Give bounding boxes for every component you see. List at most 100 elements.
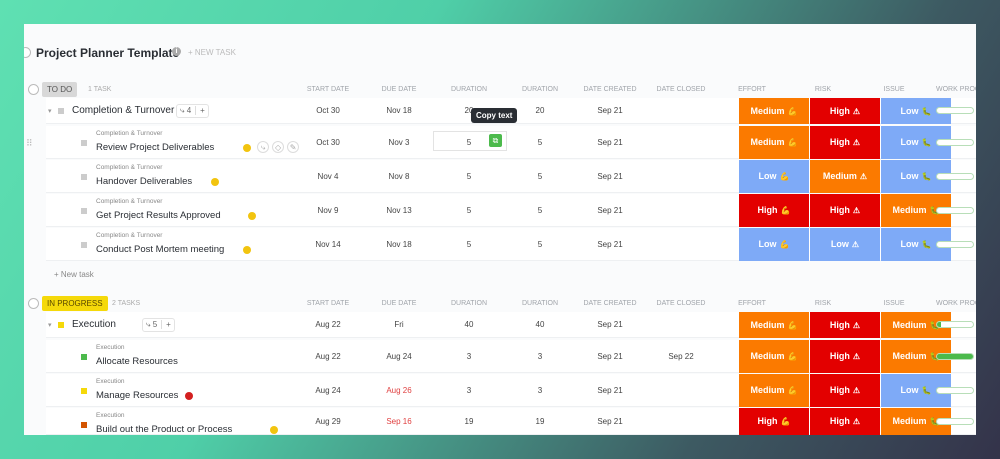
risk-tag[interactable]: High ⚠: [810, 194, 880, 227]
issue-icon: 🐛: [929, 206, 940, 215]
dependency-icon[interactable]: ⤷: [257, 141, 270, 153]
column-header[interactable]: DURATION: [521, 300, 559, 307]
drag-handle-icon[interactable]: ⠿: [26, 138, 33, 148]
task-name[interactable]: Execution: [72, 319, 116, 330]
task-name[interactable]: Completion & Turnover: [72, 105, 175, 116]
status-badge[interactable]: IN PROGRESS: [42, 296, 108, 311]
status-badge[interactable]: TO DO: [42, 82, 78, 97]
column-header[interactable]: ISSUE: [883, 300, 905, 307]
status-square[interactable]: [81, 140, 87, 146]
issue-tag[interactable]: Medium 🐛: [881, 340, 951, 373]
add-subtask-icon[interactable]: +: [195, 106, 205, 115]
task-name[interactable]: Manage Resources: [96, 390, 179, 401]
risk-tag[interactable]: High ⚠: [810, 126, 880, 159]
task-name[interactable]: Build out the Product or Process: [96, 424, 233, 435]
add-subtask-icon[interactable]: +: [161, 320, 171, 329]
duration-input[interactable]: [433, 131, 507, 151]
status-square[interactable]: [81, 354, 87, 360]
priority-icon[interactable]: [243, 246, 252, 254]
info-icon[interactable]: i: [172, 47, 181, 56]
effort-tag[interactable]: Medium 💪: [739, 374, 809, 407]
copy-icon[interactable]: ⧉: [489, 134, 502, 147]
issue-tag[interactable]: Medium 🐛: [881, 408, 951, 435]
effort-tag[interactable]: High 💪: [739, 408, 809, 435]
effort-tag[interactable]: Medium 💪: [739, 312, 809, 338]
subtask-count[interactable]: ⤷ 5 +: [142, 318, 175, 332]
task-name[interactable]: Allocate Resources: [96, 356, 178, 367]
new-task-button[interactable]: + NEW TASK: [188, 48, 236, 57]
priority-icon[interactable]: [269, 426, 278, 434]
task-name[interactable]: Handover Deliverables: [96, 176, 193, 187]
cell-duration2: 20: [535, 106, 545, 115]
subtask-row[interactable]: Completion & Turnover Review Project Deli…: [26, 126, 976, 159]
parent-task-row[interactable]: ▾ Completion & Turnover ⤷ 4 + Oct 30 Nov 18 20…: [46, 98, 976, 124]
column-header[interactable]: DUE DATE: [381, 300, 417, 307]
column-header[interactable]: EFFORT: [738, 86, 766, 93]
column-header[interactable]: START DATE: [306, 86, 350, 93]
subtask-row[interactable]: Execution Allocate Resources Aug 22 Aug 24 3…: [46, 340, 976, 373]
risk-label: High: [829, 106, 850, 116]
subtask-row[interactable]: Completion & Turnover Get Project Results…: [46, 194, 976, 227]
page-title: Project Planner Template: [36, 46, 180, 60]
subtask-row[interactable]: Completion & Turnover Conduct Post Mortem…: [46, 228, 976, 261]
subtask-row[interactable]: Completion & Turnover Handover Deliverabl…: [46, 160, 976, 193]
priority-icon[interactable]: [248, 212, 257, 220]
effort-tag[interactable]: Low 💪: [739, 228, 809, 261]
priority-icon[interactable]: [211, 178, 220, 186]
column-header[interactable]: DATE CLOSED: [656, 86, 706, 93]
effort-tag[interactable]: Low 💪: [739, 160, 809, 193]
task-name[interactable]: Get Project Results Approved: [96, 210, 221, 221]
parent-task-row[interactable]: ▾ Execution ⤷ 5 + Aug 22 Fri 40 40 Sep 21 Medium 💪…: [46, 312, 976, 338]
column-header[interactable]: DATE CREATED: [583, 300, 637, 307]
status-square[interactable]: [58, 322, 64, 328]
cell-start: Nov 4: [317, 171, 339, 181]
column-header[interactable]: DURATION: [450, 86, 488, 93]
column-header[interactable]: ISSUE: [883, 86, 905, 93]
subtask-count[interactable]: ⤷ 4 +: [176, 104, 209, 118]
column-header[interactable]: DATE CLOSED: [656, 300, 706, 307]
group-collapse-toggle[interactable]: [28, 298, 39, 309]
column-header[interactable]: EFFORT: [738, 300, 766, 307]
risk-tag[interactable]: High ⚠: [810, 312, 880, 338]
status-square[interactable]: [81, 174, 87, 180]
effort-tag[interactable]: Medium 💪: [739, 98, 809, 124]
risk-tag[interactable]: Medium ⚠: [810, 160, 880, 193]
column-header[interactable]: START DATE: [306, 300, 350, 307]
risk-tag[interactable]: High ⚠: [810, 374, 880, 407]
subtask-row[interactable]: Execution Manage Resources Aug 24 Aug 26 3 3 S…: [46, 374, 976, 407]
status-square[interactable]: [81, 388, 87, 394]
caret-down-icon[interactable]: ▾: [48, 108, 52, 115]
tag-icon[interactable]: ◇: [272, 141, 285, 153]
status-square[interactable]: [81, 422, 87, 428]
column-header[interactable]: RISK: [814, 86, 832, 93]
task-name[interactable]: Review Project Deliverables: [96, 142, 215, 153]
task-name[interactable]: Conduct Post Mortem meeting: [96, 244, 225, 255]
risk-tag[interactable]: High ⚠: [810, 98, 880, 124]
status-square[interactable]: [81, 242, 87, 248]
edit-icon[interactable]: ✎: [287, 141, 300, 153]
effort-icon: 💪: [780, 206, 791, 215]
column-header[interactable]: DATE CREATED: [583, 86, 637, 93]
collapse-toggle[interactable]: [24, 47, 31, 58]
priority-icon[interactable]: [243, 144, 252, 152]
caret-down-icon[interactable]: ▾: [48, 322, 52, 329]
risk-label: High: [829, 320, 850, 330]
column-header[interactable]: WORK PROG: [936, 300, 976, 307]
effort-tag[interactable]: Medium 💪: [739, 340, 809, 373]
risk-tag[interactable]: High ⚠: [810, 340, 880, 373]
new-task-link[interactable]: + New task: [54, 270, 94, 279]
column-header[interactable]: WORK PROG: [936, 86, 976, 93]
group-collapse-toggle[interactable]: [28, 84, 39, 95]
risk-tag[interactable]: High ⚠: [810, 408, 880, 435]
column-header[interactable]: DURATION: [450, 300, 488, 307]
column-header[interactable]: RISK: [814, 300, 832, 307]
effort-tag[interactable]: Medium 💪: [739, 126, 809, 159]
column-header[interactable]: DURATION: [521, 86, 559, 93]
risk-tag[interactable]: Low ⚠: [810, 228, 880, 261]
status-square[interactable]: [58, 108, 64, 114]
subtask-row[interactable]: Execution Build out the Product or Proces…: [46, 408, 976, 435]
status-square[interactable]: [81, 208, 87, 214]
effort-tag[interactable]: High 💪: [739, 194, 809, 227]
column-header[interactable]: DUE DATE: [381, 86, 417, 93]
blocked-icon[interactable]: [184, 392, 193, 400]
